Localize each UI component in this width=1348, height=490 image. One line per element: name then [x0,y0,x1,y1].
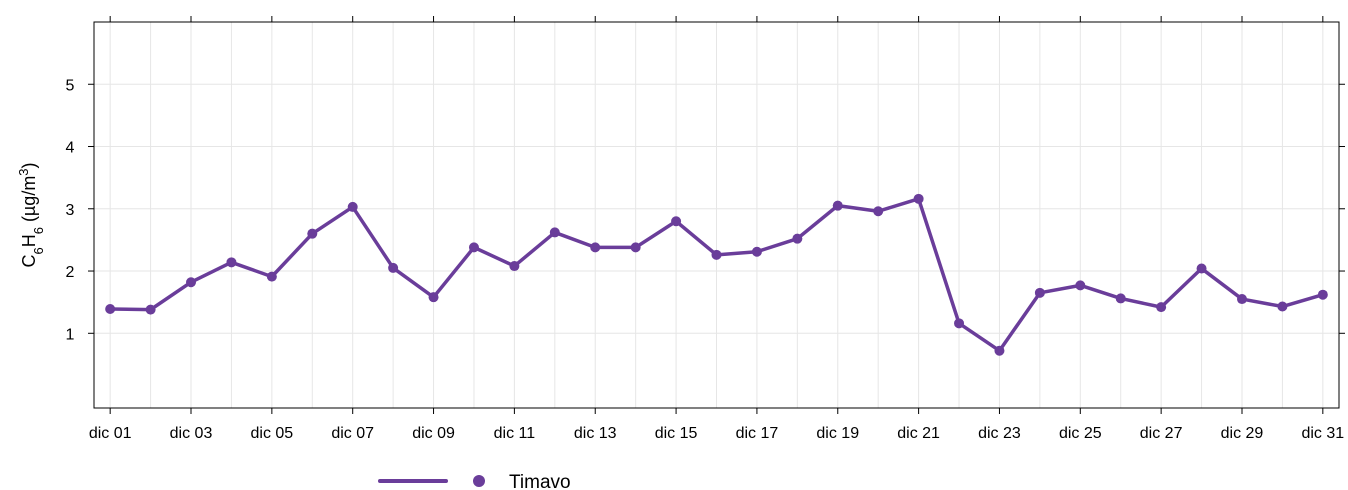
data-point [145,304,156,315]
plot-frame [93,21,1340,409]
data-point [630,242,641,253]
data-point [751,246,762,257]
data-point [266,271,277,282]
x-tick-label: dic 05 [251,425,294,442]
data-point [671,216,682,227]
data-point [954,318,965,329]
series-layer [105,193,1328,356]
data-point [1156,302,1167,313]
x-tick-label: dic 03 [170,425,213,442]
y-tick-label: 5 [66,77,75,94]
y-tick-label: 2 [66,264,75,281]
data-point [549,227,560,238]
x-tick-label: dic 25 [1059,425,1102,442]
data-point [1317,289,1328,300]
data-point [388,262,399,273]
x-tick-label: dic 29 [1221,425,1264,442]
x-tick-label: dic 21 [897,425,940,442]
x-tick-label: dic 13 [574,425,617,442]
data-point [105,304,116,315]
axes: dic 01 dic 03 dic 05 dic 07 dic 09 dic 11 dic … [66,16,1345,442]
data-point [994,345,1005,356]
y-tick-label: 3 [66,202,75,219]
x-tick-label: dic 31 [1301,425,1344,442]
data-point [226,257,237,268]
y-axis-title: C6H6 (µg/m3) [16,162,46,267]
data-point [1277,301,1288,312]
data-point [347,201,358,212]
data-point [590,242,601,253]
y-tick-label: 1 [66,326,75,343]
data-point [428,292,439,303]
data-point [1115,293,1126,304]
x-tick-label: dic 01 [89,425,132,442]
data-point [186,277,197,288]
x-tick-label: dic 11 [494,425,536,442]
x-tick-label: dic 17 [736,425,779,442]
data-point [913,193,924,204]
data-point [873,206,884,217]
x-tick-label: dic 23 [978,425,1021,442]
data-point [1196,263,1207,274]
y-tick-label: 4 [66,140,75,157]
data-point [711,249,722,260]
legend-label-timavo: Timavo [509,472,571,490]
data-point [792,233,803,244]
x-tick-label: dic 27 [1140,425,1183,442]
x-tick-label: dic 09 [412,425,455,442]
data-point [1075,280,1086,291]
data-point [307,228,318,239]
data-point [1236,294,1247,305]
data-point [468,242,479,253]
x-tick-label: dic 19 [816,425,859,442]
grid [94,22,1339,408]
x-tick-label: dic 15 [655,425,698,442]
data-point [1034,287,1045,298]
data-point [832,200,843,211]
legend-marker-swatch [473,475,485,487]
x-tick-label: dic 07 [331,425,374,442]
data-point [509,261,520,272]
legend: Timavo [378,472,571,490]
